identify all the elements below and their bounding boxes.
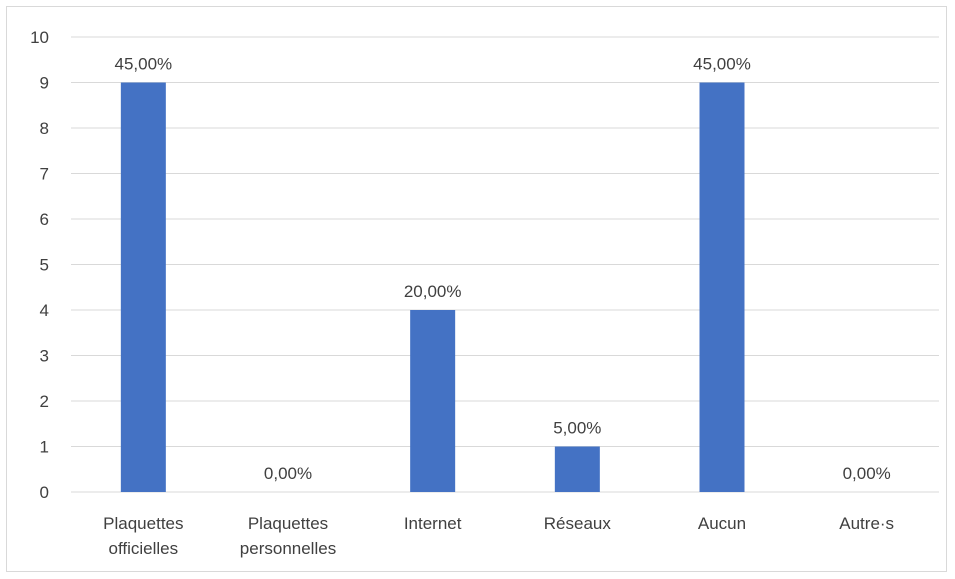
- y-tick-label: 1: [40, 438, 49, 457]
- bar-2: [410, 310, 456, 492]
- y-tick-label: 10: [30, 28, 49, 47]
- y-tick-label: 2: [40, 392, 49, 411]
- data-label: 20,00%: [404, 282, 462, 301]
- y-tick-label: 4: [40, 301, 49, 320]
- y-tick-label: 5: [40, 256, 49, 275]
- category-label: Réseaux: [544, 514, 612, 533]
- category-label: Aucun: [698, 514, 746, 533]
- data-label: 45,00%: [693, 55, 751, 74]
- category-label: personnelles: [240, 539, 336, 558]
- bar-0: [120, 82, 166, 492]
- y-tick-label: 6: [40, 210, 49, 229]
- y-tick-label: 8: [40, 119, 49, 138]
- category-label: Internet: [404, 514, 462, 533]
- data-label: 5,00%: [553, 419, 601, 438]
- category-label: Autre·s: [839, 514, 894, 533]
- category-label: officielles: [109, 539, 179, 558]
- y-tick-label: 9: [40, 74, 49, 93]
- data-label: 45,00%: [114, 55, 172, 74]
- y-tick-label: 3: [40, 347, 49, 366]
- bar-4: [699, 82, 745, 492]
- data-label: 0,00%: [843, 464, 891, 483]
- y-tick-label: 0: [40, 483, 49, 502]
- category-label: Plaquettes: [248, 514, 328, 533]
- bar-3: [554, 446, 600, 492]
- y-tick-label: 7: [40, 165, 49, 184]
- data-label: 0,00%: [264, 464, 312, 483]
- category-label: Plaquettes: [103, 514, 183, 533]
